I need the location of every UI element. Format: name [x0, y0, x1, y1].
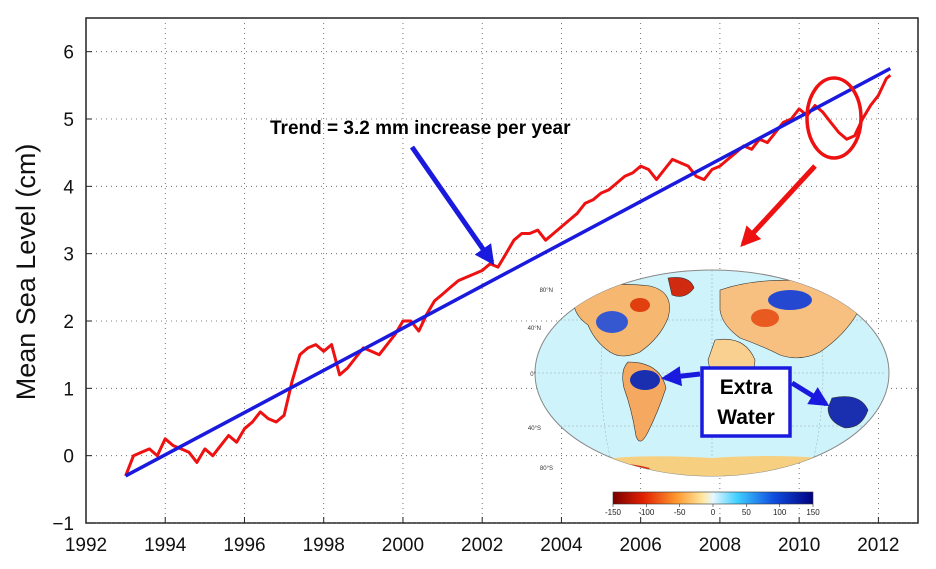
colorbar-ticks: -150 -100 -50 0 50 100 150: [605, 504, 820, 517]
x-tick-label: 2012: [857, 535, 899, 556]
y-axis-label: Mean Sea Level (cm): [11, 144, 41, 401]
svg-text:80°N: 80°N: [540, 288, 553, 294]
svg-text:40°N: 40°N: [528, 326, 541, 332]
colorbar-tick-label: -50: [674, 508, 686, 517]
trend-annotation: Trend = 3.2 mm increase per year: [270, 118, 571, 139]
y-tick-label: 5: [63, 110, 74, 131]
svg-text:80°S: 80°S: [540, 466, 553, 472]
colorbar-tick-label: -100: [638, 508, 655, 517]
trend-arrow: [409, 145, 495, 266]
colorbar-tick-label: -150: [605, 508, 622, 517]
extra-water-box: [700, 366, 792, 438]
trend-series-line: [124, 66, 892, 478]
y-axis: −1 0 1 2 3 4 5 6: [52, 43, 92, 535]
extra-water-line-1: Extra: [720, 376, 773, 399]
x-tick-label: 1992: [65, 535, 107, 556]
x-tick-label: 2010: [778, 535, 820, 556]
arrow-to-south-america: [661, 366, 701, 387]
colorbar: [612, 491, 814, 505]
x-axis: 1992 1994 1996 1998 2000 2002 2004 2006 2008 2010…: [65, 517, 900, 556]
colorbar-tick-label: 0: [711, 508, 716, 517]
y-tick-label: 0: [63, 447, 74, 468]
sea-level-series-line: [124, 74, 892, 477]
colorbar-tick-label: 100: [773, 508, 787, 517]
y-tick-label: 1: [63, 379, 74, 400]
x-tick-label: 2008: [699, 535, 741, 556]
y-tick-label: 6: [63, 43, 74, 64]
arrow-to-australia: [790, 380, 830, 407]
y-tick-label: −1: [52, 514, 74, 535]
dip-highlight-circle: [805, 76, 863, 160]
colorbar-tick-label: 150: [806, 508, 820, 517]
extra-water-line-2: Water: [717, 406, 775, 429]
x-tick-label: 1998: [303, 535, 345, 556]
colorbar-tick-label: 50: [742, 508, 751, 517]
y-tick-label: 3: [63, 245, 74, 266]
australia-shape: [827, 396, 869, 429]
y-tick-label: 2: [63, 312, 74, 333]
y-tick-label: 4: [63, 177, 74, 198]
x-tick-label: 2004: [540, 535, 583, 556]
dip-arrow: [740, 164, 817, 247]
x-tick-label: 1994: [144, 535, 187, 556]
x-tick-label: 2006: [620, 535, 662, 556]
x-tick-label: 1996: [223, 535, 265, 556]
x-tick-label: 2000: [382, 535, 424, 556]
x-tick-label: 2002: [461, 535, 503, 556]
svg-text:40°S: 40°S: [528, 426, 541, 432]
svg-text:0°: 0°: [530, 372, 536, 378]
